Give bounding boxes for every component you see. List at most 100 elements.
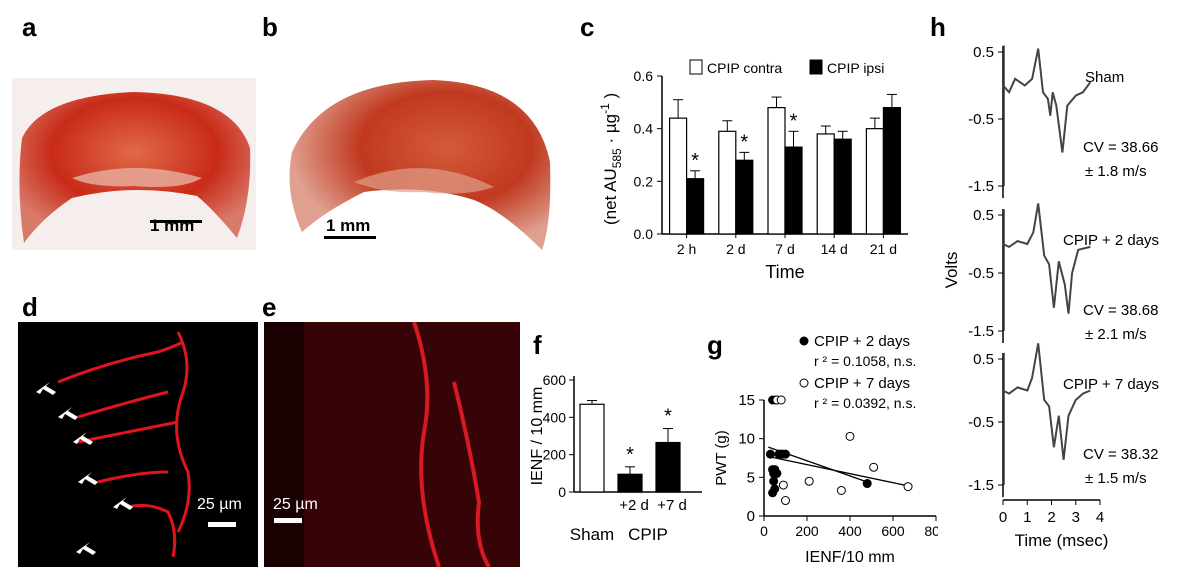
f-y-tick-label: 200: [543, 447, 567, 463]
c-y-tick-label: 0.0: [634, 226, 654, 242]
f-y-tick-label: 600: [543, 372, 567, 388]
photo-a-scale-bar: [150, 220, 202, 223]
c-significance-star: *: [740, 131, 748, 153]
g-legend-label: CPIP + 7 days: [814, 375, 910, 392]
f-x-tick-label: Sham: [570, 525, 614, 544]
g-x-tick-label: 600: [881, 523, 905, 539]
h-y-tick-label: -1.5: [968, 178, 994, 195]
h-cv-sd: ± 1.5 m/s: [1085, 470, 1147, 487]
g-x-axis-label: IENF/10 mm: [805, 549, 895, 566]
g-y-tick-label: 10: [738, 431, 755, 448]
chart-c-bar-chart: 0.0 0.2 0.4 0.6 * 2 h * 2 d * 7 d 14 d 21 d Time (net…: [598, 59, 908, 282]
f-y-tick-label: 0: [558, 484, 566, 500]
c-bar: [735, 159, 754, 235]
c-bar: [833, 138, 852, 235]
g-point: [845, 431, 855, 441]
g-point: [781, 496, 790, 506]
g-y-tick-label: 5: [747, 469, 755, 486]
photo-b-scale-bar: [324, 236, 376, 239]
f-bar: [617, 473, 643, 493]
h-x-tick-label: 3: [1072, 509, 1080, 526]
c-y-tick-label: 0.2: [634, 173, 654, 189]
f-group-label: CPIP: [628, 525, 668, 544]
c-x-axis-label: Time: [765, 262, 804, 282]
h-y-axis-label: Volts: [942, 252, 961, 289]
c-legend-swatch: [689, 59, 703, 75]
g-point: [768, 488, 778, 498]
f-x-tick-label: +2 d: [619, 497, 649, 514]
f-y-axis-label: IENF / 10 mm: [529, 387, 546, 486]
h-y-tick-label: -0.5: [968, 265, 994, 282]
panel-label-h: h: [930, 12, 946, 42]
g-point: [804, 476, 814, 486]
panel-label-d: d: [22, 292, 38, 322]
h-cv-sd: ± 2.1 m/s: [1085, 326, 1147, 343]
panel-label-e: e: [262, 292, 277, 322]
g-legend-marker: [799, 378, 809, 388]
f-y-tick-label: 400: [543, 409, 567, 425]
g-point: [772, 468, 782, 478]
g-x-tick-label: 800: [924, 523, 938, 539]
h-y-tick-label: 0.5: [973, 207, 994, 224]
c-bar: [865, 128, 884, 235]
c-significance-star: *: [790, 110, 798, 132]
g-y-axis-label: PWT (g): [713, 430, 730, 486]
h-trace-label: CPIP + 2 days: [1063, 232, 1159, 249]
c-x-tick-label: 21 d: [870, 241, 897, 257]
c-bar: [767, 106, 786, 235]
photo-e-fluorescent-fibers: [264, 322, 520, 567]
h-x-axis-label: Time (msec): [1015, 531, 1109, 550]
h-y-tick-label: -0.5: [968, 111, 994, 128]
h-cv-value: CV = 38.68: [1083, 302, 1158, 319]
chart-f-bar-chart: 0 200 400 600 Sham * +2 d * +7 d CPIP IENF / 10 mm: [529, 372, 702, 544]
h-y-tick-label: 0.5: [973, 44, 994, 61]
c-bar: [718, 130, 737, 235]
c-x-tick-label: 2 d: [726, 241, 745, 257]
photo-e-scale-text: 25 µm: [273, 496, 318, 513]
c-x-tick-label: 7 d: [775, 241, 794, 257]
c-y-tick-label: 0.4: [634, 121, 654, 137]
g-point: [862, 479, 872, 489]
g-point: [836, 485, 846, 495]
photo-b-spinal-section: [284, 72, 554, 252]
h-trace-label: Sham: [1085, 69, 1124, 86]
h-cv-value: CV = 38.66: [1083, 139, 1158, 156]
g-legend-marker: [799, 336, 809, 346]
g-legend-stat: r ² = 0.0392, n.s.: [814, 395, 916, 411]
g-point: [869, 462, 879, 472]
g-y-tick-label: 15: [738, 392, 755, 409]
c-bar: [882, 106, 901, 235]
g-y-tick-label: 0: [747, 508, 755, 525]
photo-a-spinal-section: [12, 78, 256, 250]
f-x-tick-label: +7 d: [657, 497, 687, 514]
c-y-tick-label: 0.6: [634, 68, 654, 84]
h-x-tick-label: 2: [1047, 509, 1055, 526]
c-x-tick-label: 14 d: [821, 241, 848, 257]
c-bar: [784, 146, 803, 235]
h-waveform: [1002, 48, 1092, 153]
f-significance-star: *: [664, 406, 672, 428]
g-x-tick-label: 200: [795, 523, 819, 539]
c-bar: [816, 133, 835, 235]
c-bar: [685, 178, 705, 235]
g-point: [776, 395, 786, 405]
g-legend-label: CPIP + 2 days: [814, 333, 910, 350]
c-significance-star: *: [691, 150, 699, 172]
g-point: [778, 480, 788, 490]
photo-b-scale-text: 1 mm: [326, 216, 371, 235]
g-point: [781, 449, 790, 459]
g-fit-line: [768, 455, 909, 487]
photo-e-scale-bar: [274, 518, 302, 523]
c-legend-label: CPIP ipsi: [827, 60, 884, 76]
c-bar: [668, 117, 688, 235]
photo-d-fluorescent-fibers: [18, 322, 258, 567]
g-x-tick-label: 0: [760, 523, 768, 539]
c-x-tick-label: 2 h: [677, 241, 696, 257]
h-y-tick-label: -1.5: [968, 477, 994, 494]
c-legend-swatch: [809, 59, 823, 75]
g-point: [903, 482, 913, 492]
h-y-tick-label: -1.5: [968, 323, 994, 340]
panel-label-c: c: [580, 12, 595, 42]
h-x-tick-label: 0: [999, 509, 1007, 526]
g-legend-stat: r ² = 0.1058, n.s.: [814, 353, 916, 369]
